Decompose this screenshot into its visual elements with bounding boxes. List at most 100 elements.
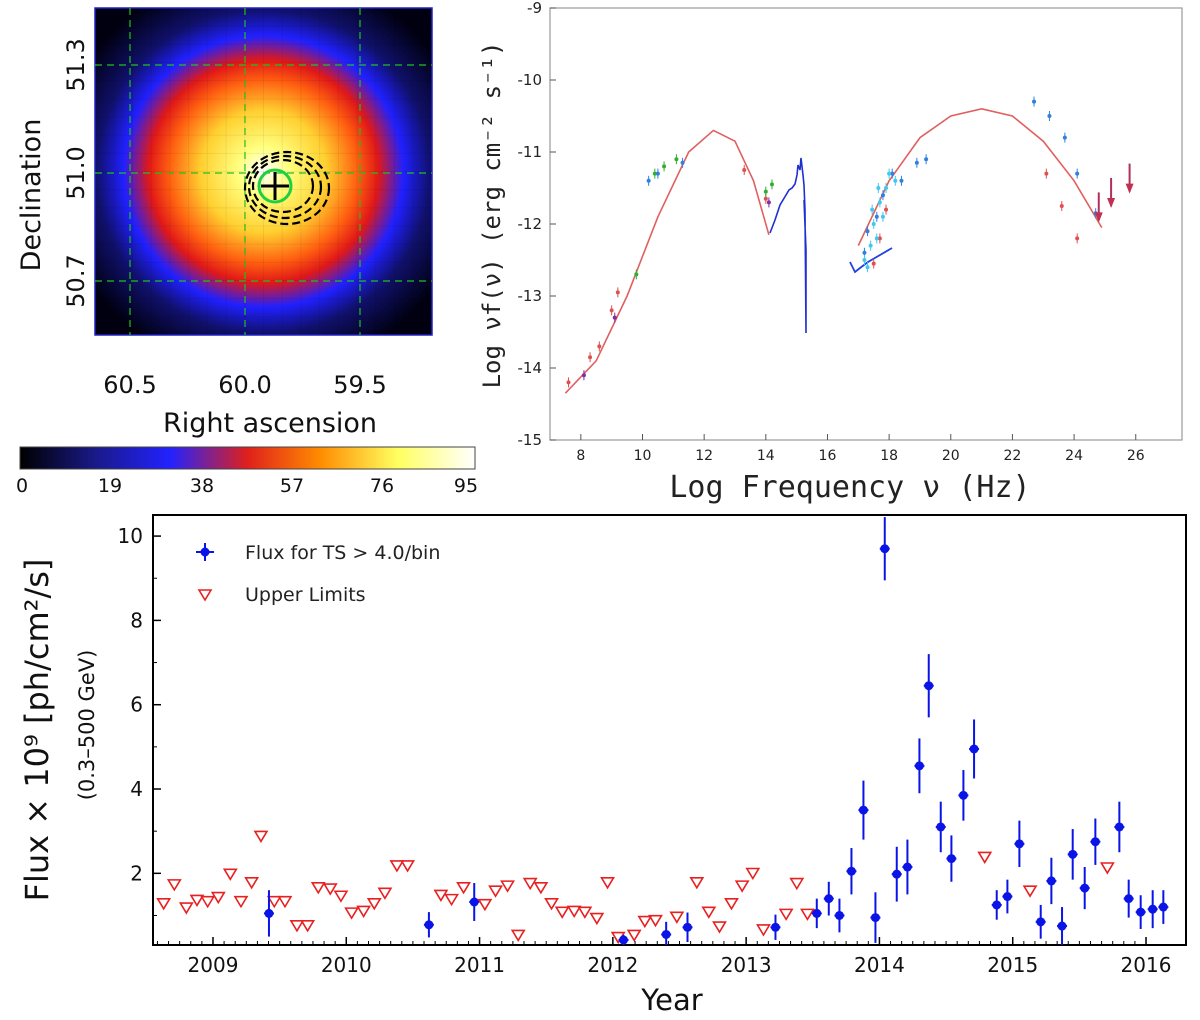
sed-data-point bbox=[870, 207, 875, 212]
flux-point bbox=[812, 908, 822, 918]
lc-y-tick-label: 8 bbox=[130, 608, 143, 632]
flux-point bbox=[1136, 907, 1146, 917]
flux-point bbox=[1014, 839, 1024, 849]
flux-point bbox=[924, 681, 934, 691]
upper-limit-marker bbox=[566, 905, 582, 918]
flux-point bbox=[1068, 849, 1078, 859]
contour-middle bbox=[247, 154, 323, 220]
sed-optical-uv-spectrum bbox=[769, 157, 807, 334]
lc-x-tick-label: 2012 bbox=[587, 953, 638, 977]
lc-x-tick-label: 2015 bbox=[987, 953, 1038, 977]
flux-point bbox=[958, 790, 968, 800]
flux-point bbox=[770, 922, 780, 932]
upper-limit-marker bbox=[1022, 885, 1038, 898]
sed-data-point bbox=[588, 355, 593, 360]
sed-plot-area bbox=[549, 7, 1183, 441]
upper-limit-marker bbox=[344, 907, 360, 920]
sed-data-point bbox=[862, 258, 867, 262]
flux-point bbox=[1036, 917, 1046, 927]
contour-outer bbox=[243, 150, 331, 226]
flux-point bbox=[824, 894, 834, 904]
sed-y-tick-label: -15 bbox=[518, 431, 543, 449]
heatmap-x-tick-1: 60.0 bbox=[218, 371, 271, 399]
colorbar-tick-4: 76 bbox=[370, 475, 394, 497]
upper-limit-marker bbox=[166, 879, 182, 892]
sed-data-point bbox=[880, 214, 885, 219]
sed-data-point bbox=[615, 290, 620, 295]
sed-data-point bbox=[652, 171, 657, 176]
sed-data-point bbox=[1075, 236, 1080, 241]
sed-model-curves bbox=[564, 107, 1103, 394]
upper-limit-marker bbox=[200, 895, 216, 909]
upper-limit-marker bbox=[648, 914, 663, 928]
lightcurve-x-label: Year bbox=[640, 983, 702, 1017]
sed-y-label: Log νf(ν) (erg cm⁻² s⁻¹) bbox=[478, 42, 506, 389]
lc-y-tick-label: 6 bbox=[130, 693, 143, 717]
colorbar-tick-3: 57 bbox=[280, 475, 304, 497]
sed-data-point bbox=[763, 189, 768, 194]
upper-limit-marker bbox=[669, 911, 685, 924]
lc-y-tick-label: 4 bbox=[130, 777, 143, 801]
upper-limit-marker bbox=[589, 912, 605, 926]
upper-limit-marker bbox=[222, 868, 238, 881]
flux-point bbox=[682, 922, 692, 932]
flux-point bbox=[1046, 876, 1056, 886]
sed-data-point bbox=[1059, 204, 1064, 208]
flux-point bbox=[424, 920, 434, 930]
heatmap-x-tick-0: 60.5 bbox=[103, 371, 156, 399]
upper-limit-marker bbox=[300, 919, 316, 933]
sed-data-point bbox=[865, 265, 870, 270]
sed-x-tick-label: 12 bbox=[695, 448, 713, 464]
sed-upper-limit-head bbox=[1094, 212, 1103, 223]
sed-data-point bbox=[597, 344, 602, 349]
upper-limit-marker bbox=[277, 895, 293, 909]
lightcurve-panel: 2009 2010 2011 2012 2013 2014 2015 2016 2 4 6 8 10 F… bbox=[18, 514, 1187, 1017]
lightcurve-y-label: Flux × 10⁹ [ph/cm²/s] bbox=[18, 559, 56, 902]
upper-limit-marker bbox=[522, 877, 538, 891]
flux-point bbox=[969, 744, 979, 754]
upper-limit-marker bbox=[178, 902, 194, 915]
source-cross-icon bbox=[261, 172, 289, 200]
upper-limit-marker bbox=[433, 889, 449, 902]
sed-y-tick-label: -9 bbox=[527, 0, 542, 17]
heatmap-panel: 60.5 60.0 59.5 51.3 51.0 50.7 Right asce… bbox=[16, 7, 478, 497]
sed-data-point bbox=[674, 157, 679, 162]
upper-limit-marker bbox=[544, 898, 559, 911]
flux-point bbox=[661, 929, 671, 939]
flux-point bbox=[1158, 902, 1168, 912]
sed-data-point bbox=[884, 207, 889, 212]
lc-x-tick-label: 2016 bbox=[1121, 953, 1172, 977]
sed-upper-limits bbox=[1094, 163, 1134, 223]
sed-y-tick-label: -11 bbox=[518, 143, 543, 161]
upper-limit-marker bbox=[488, 885, 503, 898]
flux-point bbox=[834, 910, 844, 920]
sed-data-point bbox=[884, 186, 889, 190]
flux-point bbox=[946, 854, 956, 864]
upper-limit-marker bbox=[789, 877, 805, 891]
sed-x-tick-label: 18 bbox=[880, 448, 898, 464]
sed-data-point bbox=[1075, 171, 1080, 176]
flux-point bbox=[846, 866, 856, 876]
colorbar bbox=[19, 446, 476, 470]
sed-data-point bbox=[646, 178, 651, 183]
colorbar-tick-1: 19 bbox=[98, 475, 122, 497]
flux-point bbox=[1124, 894, 1134, 904]
legend-upper-limit-marker bbox=[197, 589, 213, 602]
flux-point bbox=[870, 913, 880, 923]
sed-x-tick-label: 22 bbox=[1004, 448, 1022, 464]
colorbar-tick-5: 95 bbox=[454, 475, 478, 497]
upper-limit-marker bbox=[366, 898, 382, 911]
lc-x-tick-label: 2009 bbox=[188, 953, 239, 977]
lc-y-tick-label: 2 bbox=[130, 861, 143, 885]
flux-point bbox=[1057, 921, 1067, 931]
sed-data-point bbox=[890, 171, 895, 176]
colorbar-tick-2: 38 bbox=[190, 475, 214, 497]
sed-x-tick-label: 26 bbox=[1127, 448, 1145, 464]
confidence-contours bbox=[243, 150, 331, 226]
sed-data-point bbox=[868, 243, 873, 248]
sed-x-tick-label: 14 bbox=[757, 448, 775, 464]
flux-point bbox=[880, 544, 890, 554]
sed-data-point bbox=[566, 380, 571, 385]
sed-x-tick-label: 16 bbox=[819, 448, 837, 464]
legend-upper-limit-label: Upper Limits bbox=[245, 584, 366, 606]
